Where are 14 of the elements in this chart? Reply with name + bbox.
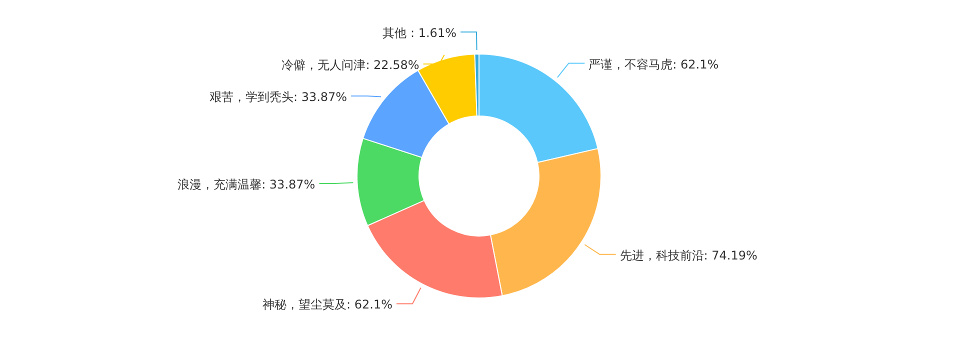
slice-label: 严谨，不容马虎: [588, 57, 673, 72]
slice-label: 先进，科技前沿: [620, 248, 704, 262]
data-label: : 1.61%: [406, 26, 456, 40]
data-label: : 22.58%: [366, 58, 420, 72]
data-label: : 33.87%: [262, 178, 316, 192]
slice-label: 其他: [382, 26, 407, 40]
slice-label: 神秘，望尘莫及: [262, 298, 347, 312]
slice-label: 冷僻，无人问津: [282, 58, 366, 72]
data-label: : 33.87%: [293, 90, 348, 104]
slice-label: 浪漫，充满温馨: [178, 178, 262, 192]
data-label: : 62.1%: [346, 298, 392, 312]
data-label: : 62.1%: [672, 57, 719, 72]
data-label: : 74.19%: [704, 248, 758, 262]
slice-label: 艰苦，学到秃头: [209, 90, 294, 104]
